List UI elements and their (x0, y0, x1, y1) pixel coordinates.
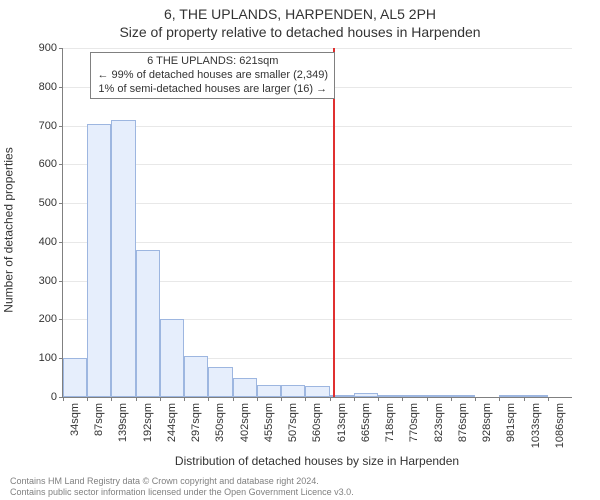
xtick-mark (305, 397, 306, 401)
xtick-label: 613sqm (336, 403, 348, 442)
y-axis-label: Number of detached properties (0, 50, 18, 410)
ytick-label: 100 (39, 352, 63, 364)
histogram-bar (354, 393, 378, 397)
xtick-mark (475, 397, 476, 401)
xtick-label: 718sqm (384, 403, 396, 442)
histogram-bar (402, 395, 426, 397)
xtick-mark (111, 397, 112, 401)
histogram-bar (281, 385, 305, 397)
xtick-label: 350sqm (214, 403, 226, 442)
xtick-mark (427, 397, 428, 401)
xtick-label: 455sqm (263, 403, 275, 442)
xtick-label: 139sqm (117, 403, 129, 442)
xtick-label: 876sqm (457, 403, 469, 442)
gridline (63, 242, 572, 243)
xtick-mark (548, 397, 549, 401)
xtick-mark (87, 397, 88, 401)
xtick-mark (208, 397, 209, 401)
xtick-mark (330, 397, 331, 401)
ytick-label: 900 (39, 42, 63, 54)
xtick-mark (499, 397, 500, 401)
xtick-mark (378, 397, 379, 401)
histogram-bar (111, 120, 135, 397)
x-axis-label: Distribution of detached houses by size … (62, 454, 572, 468)
histogram-bar (233, 378, 257, 397)
xtick-label: 981sqm (505, 403, 517, 442)
gridline (63, 203, 572, 204)
page-title-line1: 6, THE UPLANDS, HARPENDEN, AL5 2PH (0, 6, 600, 22)
gridline (63, 164, 572, 165)
ytick-label: 600 (39, 158, 63, 170)
histogram-bar (305, 386, 329, 397)
xtick-label: 297sqm (190, 403, 202, 442)
histogram-bar (208, 367, 232, 397)
histogram-bar (257, 385, 281, 397)
footer-line2: Contains public sector information licen… (10, 487, 590, 498)
histogram-bar (427, 395, 451, 397)
histogram-bar (451, 395, 475, 397)
chart-container: 6, THE UPLANDS, HARPENDEN, AL5 2PH Size … (0, 0, 600, 500)
annotation-line2: ← 99% of detached houses are smaller (2,… (97, 69, 328, 83)
xtick-label: 244sqm (166, 403, 178, 442)
xtick-mark (257, 397, 258, 401)
xtick-label: 87sqm (93, 403, 105, 436)
histogram-plot: 6 THE UPLANDS: 621sqm ← 99% of detached … (62, 48, 572, 398)
xtick-mark (354, 397, 355, 401)
histogram-bar (378, 395, 402, 397)
marker-vline (333, 48, 335, 397)
xtick-label: 192sqm (142, 403, 154, 442)
footer-line1: Contains HM Land Registry data © Crown c… (10, 476, 590, 487)
gridline (63, 126, 572, 127)
xtick-label: 823sqm (433, 403, 445, 442)
xtick-label: 402sqm (239, 403, 251, 442)
xtick-mark (281, 397, 282, 401)
xtick-mark (160, 397, 161, 401)
xtick-label: 34sqm (69, 403, 81, 436)
gridline (63, 48, 572, 49)
ytick-label: 400 (39, 236, 63, 248)
ytick-label: 200 (39, 313, 63, 325)
xtick-label: 560sqm (311, 403, 323, 442)
xtick-label: 928sqm (481, 403, 493, 442)
xtick-mark (233, 397, 234, 401)
xtick-label: 665sqm (360, 403, 372, 442)
xtick-mark (402, 397, 403, 401)
marker-annotation: 6 THE UPLANDS: 621sqm ← 99% of detached … (90, 52, 335, 99)
xtick-label: 1033sqm (530, 403, 542, 448)
histogram-bar (524, 395, 548, 397)
page-title-line2: Size of property relative to detached ho… (0, 24, 600, 40)
xtick-mark (63, 397, 64, 401)
histogram-bar (136, 250, 160, 397)
xtick-label: 1086sqm (554, 403, 566, 448)
histogram-bar (87, 124, 111, 397)
ytick-label: 800 (39, 81, 63, 93)
histogram-bar (499, 395, 523, 397)
xtick-mark (451, 397, 452, 401)
xtick-label: 770sqm (408, 403, 420, 442)
annotation-line3: 1% of semi-detached houses are larger (1… (97, 83, 328, 97)
xtick-label: 507sqm (287, 403, 299, 442)
annotation-line1: 6 THE UPLANDS: 621sqm (97, 55, 328, 69)
ytick-label: 700 (39, 120, 63, 132)
ytick-label: 500 (39, 197, 63, 209)
xtick-mark (524, 397, 525, 401)
xtick-mark (136, 397, 137, 401)
ytick-label: 300 (39, 275, 63, 287)
histogram-bar (160, 319, 184, 397)
footer-attribution: Contains HM Land Registry data © Crown c… (10, 476, 590, 498)
histogram-bar (63, 358, 87, 397)
xtick-mark (184, 397, 185, 401)
histogram-bar (184, 356, 208, 397)
ytick-label: 0 (51, 391, 63, 403)
